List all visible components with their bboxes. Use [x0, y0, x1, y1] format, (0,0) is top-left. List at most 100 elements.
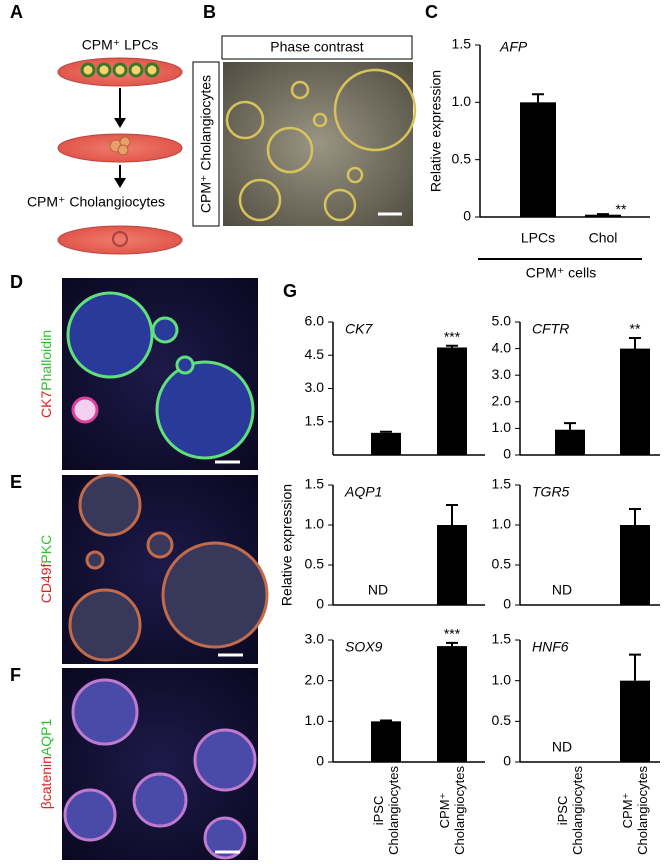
side-box [192, 61, 220, 227]
chart-title: CFTR [532, 321, 569, 337]
significance: ** [630, 321, 641, 337]
y-tick-label: 0 [503, 446, 511, 462]
y-tick-label: 0 [316, 596, 324, 612]
bar [437, 347, 467, 455]
x-tick-label: LPCs [521, 230, 555, 246]
diagram-label: CPM⁺ LPCs [82, 37, 159, 53]
x-tick-label: iPSC Cholangiocytes [555, 766, 585, 855]
phase-image [223, 62, 417, 226]
dish-diagram [57, 57, 183, 255]
x-tick-label: iPSC Cholangiocytes [371, 766, 401, 855]
y-tick-label: 4.5 [305, 346, 325, 362]
y-tick-label: 2.0 [492, 393, 512, 409]
value-label: ND [552, 739, 572, 755]
y-axis-label: Relative expression [428, 70, 444, 192]
bar [371, 432, 401, 455]
stain: AQP1 [38, 719, 54, 757]
y-tick-label: 3.0 [305, 379, 325, 395]
error-bar [597, 213, 609, 216]
y-tick-label: 0.5 [492, 556, 512, 572]
chart-title: AFP [499, 39, 528, 55]
y-tick-label: 1.5 [492, 476, 512, 492]
stain: PKC [38, 535, 54, 564]
y-tick-label: 0 [463, 208, 471, 224]
chart-title: CK7 [345, 321, 373, 337]
significance: *** [444, 626, 461, 642]
y-tick-label: 1.5 [305, 476, 325, 492]
error-bar [446, 344, 458, 348]
y-tick-label: 1.0 [305, 712, 325, 728]
bar [555, 429, 585, 455]
y-tick-label: 3.0 [492, 366, 512, 382]
chart-title: SOX9 [345, 639, 383, 655]
y-tick-label: 1.5 [305, 412, 325, 428]
x-tick-label: CPM⁺ Cholangiocytes [620, 766, 650, 855]
stain: Phalloidin [38, 330, 54, 391]
x-tick-label: CPM⁺ Cholangiocytes [437, 766, 467, 855]
error-bar [629, 508, 641, 525]
x-axis-label: CPM⁺ cells [526, 265, 596, 281]
bar [620, 680, 650, 762]
value-label: ND [368, 582, 388, 598]
error-bar [629, 336, 641, 349]
chart-title: HNF6 [532, 639, 569, 655]
error-bar [380, 719, 392, 722]
chart-title: TGR5 [532, 484, 570, 500]
stain: CD49f [38, 563, 54, 603]
bar [437, 646, 467, 762]
panel-letter: D [10, 272, 23, 292]
y-tick-label: 4.0 [492, 339, 512, 355]
error-bar [446, 641, 458, 647]
error-bar [532, 93, 544, 103]
panel-letter: C [425, 2, 438, 22]
y-axis-label: Relative expression [279, 484, 295, 606]
panel-letter: B [203, 2, 216, 22]
y-tick-label: 0.5 [452, 150, 472, 166]
bar [620, 348, 650, 455]
y-tick-label: 1.0 [492, 671, 512, 687]
value-label: ND [552, 582, 572, 598]
bar [585, 214, 621, 217]
bar [520, 102, 556, 217]
bar [620, 525, 650, 605]
significance: *** [444, 328, 461, 344]
error-bar [629, 653, 641, 681]
bar [371, 721, 401, 762]
panel-letter: G [283, 281, 297, 301]
significance: ** [616, 201, 627, 217]
panel-letter: A [10, 2, 23, 22]
error-bar [564, 422, 576, 430]
panel-letter: F [10, 665, 21, 685]
y-tick-label: 0 [316, 753, 324, 769]
y-tick-label: 1.0 [492, 419, 512, 435]
stain-label: βcateninAQP1 [38, 719, 54, 810]
bar [437, 525, 467, 605]
y-tick-label: 0 [503, 596, 511, 612]
y-tick-label: 3.0 [305, 631, 325, 647]
y-tick-label: 6.0 [305, 313, 325, 329]
y-tick-label: 0.5 [305, 556, 325, 572]
stain: CK7 [38, 391, 54, 418]
panel-letter: E [10, 472, 22, 492]
y-tick-label: 1.0 [492, 516, 512, 532]
image-side-label: CPM⁺ Cholangiocytes [198, 75, 214, 213]
header-box [221, 35, 413, 60]
stain: βcatenin [38, 756, 54, 809]
stain-label: CK7Phalloidin [38, 330, 54, 418]
y-tick-label: 0 [503, 753, 511, 769]
y-tick-label: 1.5 [492, 631, 512, 647]
y-tick-label: 1.0 [452, 93, 472, 109]
fluorescence-image [62, 278, 269, 860]
error-bar [446, 504, 458, 525]
stain-label: CD49fPKC [38, 535, 54, 603]
chart-title: AQP1 [344, 484, 382, 500]
y-tick-label: 2.0 [305, 671, 325, 687]
diagram-label: CPM⁺ Cholangiocytes [27, 194, 165, 210]
y-tick-label: 0.5 [492, 712, 512, 728]
error-bar [380, 430, 392, 433]
y-tick-label: 1.0 [305, 516, 325, 532]
y-tick-label: 1.5 [452, 36, 472, 52]
image-header: Phase contrast [270, 39, 363, 55]
